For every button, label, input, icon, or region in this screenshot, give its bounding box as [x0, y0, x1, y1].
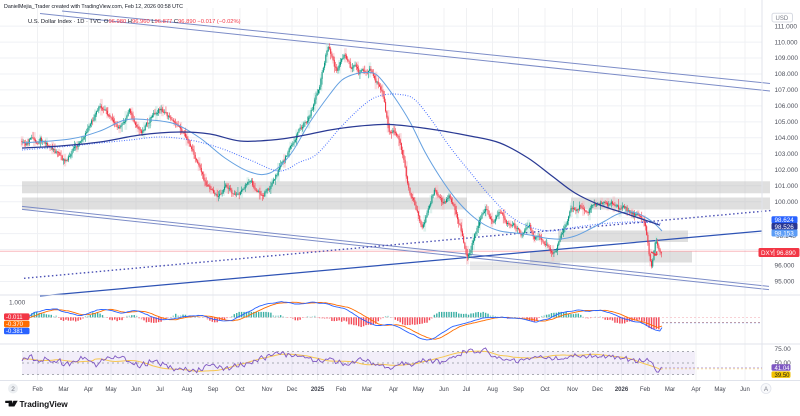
svg-text:107.000: 107.000 [775, 87, 799, 94]
svg-text:-0.381: -0.381 [6, 329, 24, 335]
svg-text:Nov: Nov [567, 387, 578, 393]
svg-text:DXY: DXY [761, 250, 775, 257]
svg-text:39.50: 39.50 [775, 373, 791, 379]
svg-text:2026: 2026 [615, 387, 629, 393]
svg-text:96.000: 96.000 [775, 263, 795, 270]
svg-text:98.148: 98.148 [776, 233, 796, 240]
svg-text:Dec: Dec [592, 387, 603, 393]
svg-text:Mar: Mar [665, 387, 675, 393]
svg-text:Sep: Sep [513, 387, 524, 393]
svg-text:Jun: Jun [131, 387, 141, 393]
svg-text:Oct: Oct [540, 387, 550, 393]
svg-text:A: A [764, 387, 768, 393]
svg-text:2025: 2025 [311, 387, 325, 393]
svg-text:Feb: Feb [336, 387, 347, 393]
svg-text:Apr: Apr [389, 387, 398, 393]
svg-text:Mar: Mar [362, 387, 372, 393]
svg-text:50.00: 50.00 [775, 360, 792, 367]
svg-text:110.000: 110.000 [775, 39, 798, 46]
svg-text:DanielMejia_Trader created wit: DanielMejia_Trader created with TradingV… [4, 4, 183, 10]
svg-text:111.000: 111.000 [775, 23, 798, 30]
svg-text:Jun: Jun [439, 387, 449, 393]
svg-text:Mar: Mar [58, 387, 68, 393]
svg-text:May: May [714, 387, 725, 393]
svg-text:Apr: Apr [691, 387, 700, 393]
svg-text:Sep: Sep [208, 387, 219, 393]
svg-text:-0.370: -0.370 [6, 322, 24, 328]
svg-text:Jul: Jul [156, 387, 164, 393]
svg-text:-0.011: -0.011 [6, 315, 23, 321]
svg-text:Jun: Jun [740, 387, 750, 393]
svg-text:Aug: Aug [487, 387, 498, 393]
svg-text:104.000: 104.000 [775, 135, 799, 142]
svg-text:101.000: 101.000 [775, 183, 799, 190]
svg-text:96.890: 96.890 [777, 250, 797, 257]
svg-text:Oct: Oct [235, 387, 245, 393]
svg-text:Dec: Dec [287, 387, 298, 393]
svg-text:Aug: Aug [182, 387, 193, 393]
svg-text:TradingView: TradingView [20, 399, 69, 409]
svg-text:103.000: 103.000 [775, 151, 799, 158]
svg-text:98.624: 98.624 [775, 217, 795, 224]
svg-text:Jul: Jul [463, 387, 471, 393]
svg-text:41.04: 41.04 [775, 366, 791, 372]
svg-text:2: 2 [11, 386, 15, 393]
svg-text:Nov: Nov [262, 387, 273, 393]
svg-text:95.000: 95.000 [775, 279, 795, 286]
svg-text:May: May [105, 387, 116, 393]
svg-text:USD: USD [776, 16, 789, 22]
svg-text:100.000: 100.000 [775, 199, 799, 206]
svg-text:109.000: 109.000 [775, 55, 799, 62]
svg-text:102.000: 102.000 [775, 167, 799, 174]
svg-text:75.00: 75.00 [775, 346, 792, 353]
svg-text:Apr: Apr [84, 387, 93, 393]
svg-text:May: May [413, 387, 424, 393]
svg-text:105.000: 105.000 [775, 119, 799, 126]
svg-text:U.S. Dollar Index · 1D · TVC O: U.S. Dollar Index · 1D · TVC O96.980 H96… [28, 19, 241, 25]
svg-text:98.153: 98.153 [775, 230, 795, 237]
svg-text:Feb: Feb [640, 387, 651, 393]
svg-text:108.000: 108.000 [775, 71, 799, 78]
svg-text:106.000: 106.000 [775, 103, 799, 110]
svg-text:1.000: 1.000 [9, 299, 26, 306]
svg-text:98.526: 98.526 [775, 224, 795, 231]
svg-text:Feb: Feb [32, 387, 43, 393]
